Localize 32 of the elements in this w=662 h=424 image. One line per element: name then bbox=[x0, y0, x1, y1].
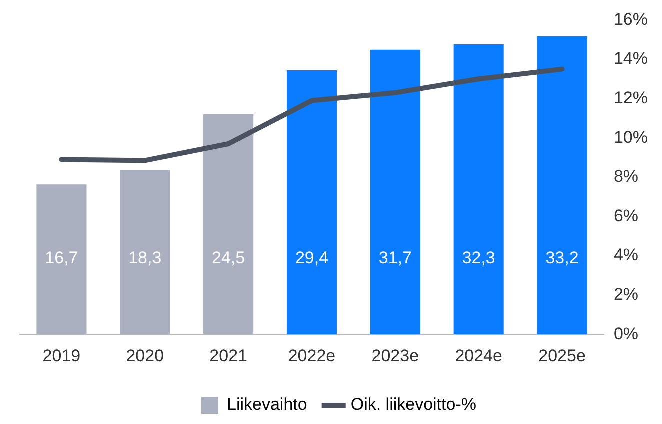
y2-tick-label: 0% bbox=[614, 324, 639, 344]
bar bbox=[537, 36, 588, 335]
data-label: 16,7 bbox=[45, 248, 78, 268]
data-label: 29,4 bbox=[295, 248, 329, 268]
bar bbox=[370, 50, 420, 335]
y2-tick-label: 16% bbox=[614, 10, 648, 29]
x-tick-label: 2023e bbox=[372, 346, 420, 366]
bar bbox=[120, 170, 170, 335]
bar bbox=[454, 44, 504, 335]
y2-tick-label: 4% bbox=[614, 246, 639, 265]
data-label: 18,3 bbox=[128, 248, 162, 268]
bar bbox=[286, 70, 338, 335]
legend-label: Liikevaihto bbox=[227, 395, 308, 414]
y2-tick-label: 14% bbox=[614, 49, 648, 68]
x-tick-label: 2019 bbox=[42, 346, 81, 366]
y2-tick-label: 8% bbox=[614, 167, 639, 186]
x-tick-label: 2020 bbox=[126, 346, 164, 366]
data-label: 32,3 bbox=[462, 248, 496, 268]
data-label: 24,5 bbox=[212, 248, 246, 268]
data-label: 33,2 bbox=[546, 248, 579, 268]
x-tick-label: 2021 bbox=[210, 346, 248, 366]
bar bbox=[204, 114, 254, 335]
data-label: 31,7 bbox=[378, 248, 412, 268]
x-tick-label: 2022e bbox=[288, 346, 336, 366]
x-tick-label: 2025e bbox=[538, 346, 586, 366]
y2-tick-label: 2% bbox=[614, 284, 639, 304]
y2-tick-label: 12% bbox=[614, 88, 648, 108]
x-tick-label: 2024e bbox=[455, 346, 502, 366]
legend-label: Oik. liikevoitto-% bbox=[350, 395, 476, 414]
bar bbox=[36, 184, 87, 335]
y2-tick-label: 6% bbox=[614, 206, 639, 226]
y2-tick-label: 10% bbox=[614, 128, 648, 147]
